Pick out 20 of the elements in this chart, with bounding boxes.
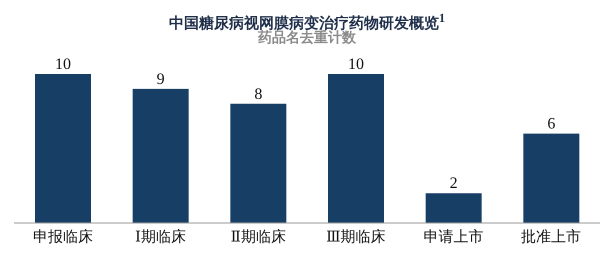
x-tick-label: Ⅲ期临床 <box>326 228 386 246</box>
bar <box>523 134 580 223</box>
data-label: 2 <box>450 175 458 192</box>
x-tick-label: Ⅱ期临床 <box>230 228 286 246</box>
x-tick-label: 申报临床 <box>32 228 93 246</box>
bar <box>132 88 189 223</box>
chart-subtitle: 药品名去重计数 <box>258 30 356 48</box>
bar <box>328 74 384 223</box>
x-tick-label: 批准上市 <box>521 228 582 246</box>
data-label: 6 <box>547 116 556 133</box>
x-tick-label: 申请上市 <box>424 228 484 246</box>
bar <box>230 104 286 223</box>
bar <box>35 74 91 223</box>
data-label: 9 <box>156 70 165 88</box>
data-label: 10 <box>55 56 71 73</box>
x-tick-label: Ⅰ期临床 <box>135 228 186 246</box>
bar <box>426 193 482 223</box>
chart-title: 中国糖尿病视网膜病变治疗药物研发概览$^{1}$ <box>168 10 446 32</box>
data-label: 10 <box>348 56 364 73</box>
data-label: 8 <box>254 86 262 103</box>
